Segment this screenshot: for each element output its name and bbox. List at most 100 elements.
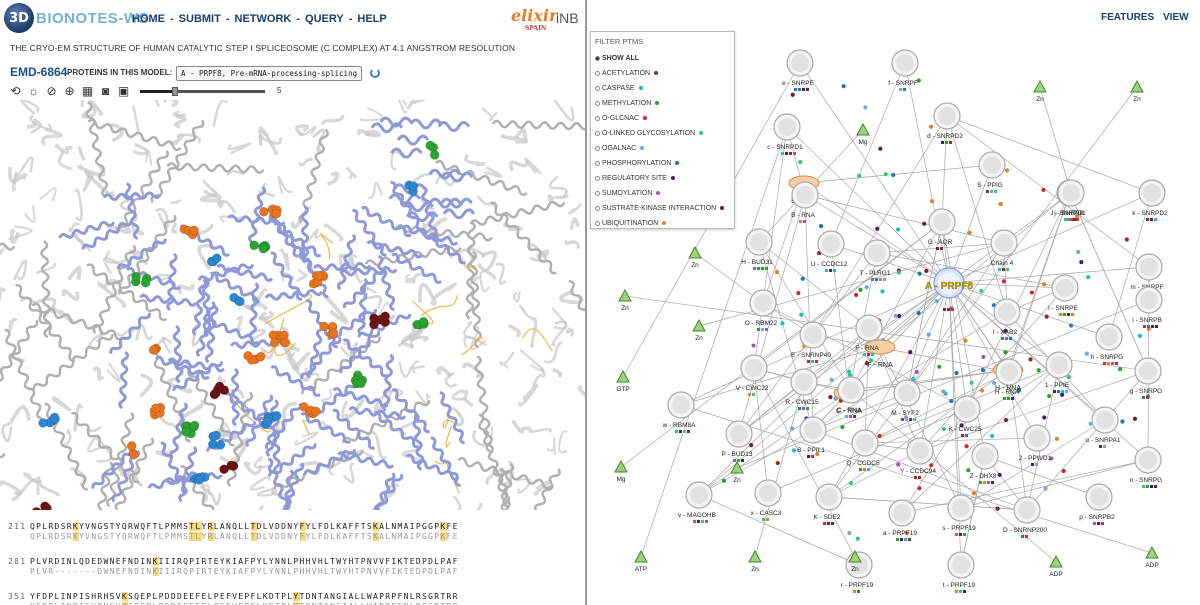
residue[interactable]: N [146,557,153,566]
residue[interactable]: D [415,557,422,566]
ptm-site-dot[interactable] [841,84,846,89]
ligand-node[interactable]: ADP [1145,545,1159,569]
ptm-site-dot[interactable] [896,462,901,467]
protein-node[interactable]: 1 - PPIE [1045,351,1073,393]
ptm-residue-sphere[interactable] [262,416,273,427]
ptm-site-dot[interactable] [893,313,898,318]
residue[interactable]: F [250,592,257,601]
ptm-site-dot[interactable] [774,269,780,275]
ptm-site-dot[interactable] [1120,419,1125,424]
save-icon[interactable]: ▣ [117,83,130,98]
residue[interactable]: M [177,522,184,531]
residue[interactable]: Y [293,522,300,531]
ptm-residue-sphere[interactable] [369,313,379,323]
ptm-site-dot[interactable] [941,389,946,394]
residue[interactable]: P [244,592,251,601]
residue[interactable]: Y [30,592,37,601]
residue[interactable]: V [268,522,275,531]
residue[interactable]: T [440,592,447,601]
residue[interactable]: P [30,557,37,566]
residue[interactable]: R [452,592,459,601]
nav-submit[interactable]: SUBMIT [178,13,221,25]
residue[interactable]: K [121,592,128,601]
residue[interactable]: I [60,592,67,601]
residue[interactable]: D [97,557,104,566]
ptm-site-dot[interactable] [880,289,885,294]
ptm-residue-sphere[interactable] [131,271,141,282]
ligand-node[interactable]: Mg [856,122,870,146]
residue[interactable]: K [373,522,380,531]
radio-icon[interactable] [595,145,600,151]
filter-option[interactable]: METHYLATION [595,96,730,111]
protein-node[interactable]: B - PPIL1 [797,416,827,458]
ptm-site-dot[interactable] [991,380,997,386]
protein-node[interactable]: Chain 4 [990,229,1018,271]
residue[interactable]: I [60,557,67,566]
residue[interactable]: P [36,522,43,531]
nav-query[interactable]: QUERY [305,13,344,25]
residue[interactable]: I [79,592,86,601]
residue[interactable]: W [336,557,343,566]
protein-node[interactable]: D - SNRNP200 [1003,496,1047,538]
residue[interactable]: R [434,592,441,601]
residue[interactable]: E [189,592,196,601]
protein-node[interactable]: H - BUD31 [741,228,773,270]
residue[interactable]: H [91,592,98,601]
ptm-residue-sphere[interactable] [50,414,60,424]
residue[interactable]: L [238,522,245,531]
protein-node[interactable]: V - CWC22 [736,354,769,396]
ptm-site-dot[interactable] [904,530,910,536]
ptm-site-dot[interactable] [875,226,880,231]
residue[interactable]: K [336,522,343,531]
residue[interactable]: E [140,592,147,601]
residue[interactable]: L [152,592,159,601]
protein-node[interactable]: e - SNRPE [782,49,815,91]
residue[interactable]: K [262,592,269,601]
protein-node[interactable]: l - SNRPE [1048,274,1079,316]
ptm-site-dot[interactable] [864,361,869,366]
residue[interactable]: Q [140,522,147,531]
slider-handle[interactable] [172,87,178,96]
ptm-site-dot[interactable] [1075,214,1080,219]
ptm-residue-sphere[interactable] [418,316,429,327]
ptm-site-dot[interactable] [916,78,921,83]
protein-node[interactable]: I - XAB2 [993,298,1021,340]
residue[interactable]: E [115,557,122,566]
ptm-site-dot[interactable] [1003,350,1008,355]
residue[interactable]: S [183,522,190,531]
filter-option[interactable]: SUMOYLATION [595,186,730,201]
sequence-row[interactable]: 281 PLVRDINLQDEDWNEFNDINKIIIRQPIRTEYKIAFP… [8,557,459,567]
ligand-triangle-icon[interactable] [692,318,706,332]
residue[interactable]: P [213,592,220,601]
ptm-residue-sphere[interactable] [311,406,321,417]
residue[interactable]: G [97,522,104,531]
residue[interactable]: Q [121,522,128,531]
ptm-site-dot[interactable] [1086,274,1091,280]
residue[interactable]: Y [256,557,263,566]
residue[interactable]: D [54,522,61,531]
residue[interactable]: T [360,522,367,531]
residue[interactable]: L [244,522,251,531]
residue[interactable]: D [324,522,331,531]
ptm-site-dot[interactable] [829,377,834,382]
residue[interactable]: R [201,557,208,566]
residue[interactable]: I [195,557,202,566]
residue[interactable]: Y [115,522,122,531]
protein-node[interactable]: A - PRPF8 [925,267,974,311]
ptm-site-dot[interactable] [1044,314,1049,319]
residue[interactable]: D [134,557,141,566]
residue[interactable]: A [238,557,245,566]
residue[interactable]: A [219,522,226,531]
ptm-site-dot[interactable] [1084,351,1089,356]
filter-option[interactable]: UBIQUITINATION [595,216,730,231]
residue[interactable]: T [207,557,214,566]
residue[interactable]: V [311,557,318,566]
residue[interactable]: Y [293,592,300,601]
residue[interactable]: L [54,592,61,601]
ptm-site-dot[interactable] [1028,357,1033,362]
residue[interactable]: L [409,592,416,601]
ptm-site-dot[interactable] [1029,290,1035,295]
ptm-site-dot[interactable] [749,443,754,448]
residue[interactable]: S [109,592,116,601]
nav-help[interactable]: HELP [357,13,387,25]
